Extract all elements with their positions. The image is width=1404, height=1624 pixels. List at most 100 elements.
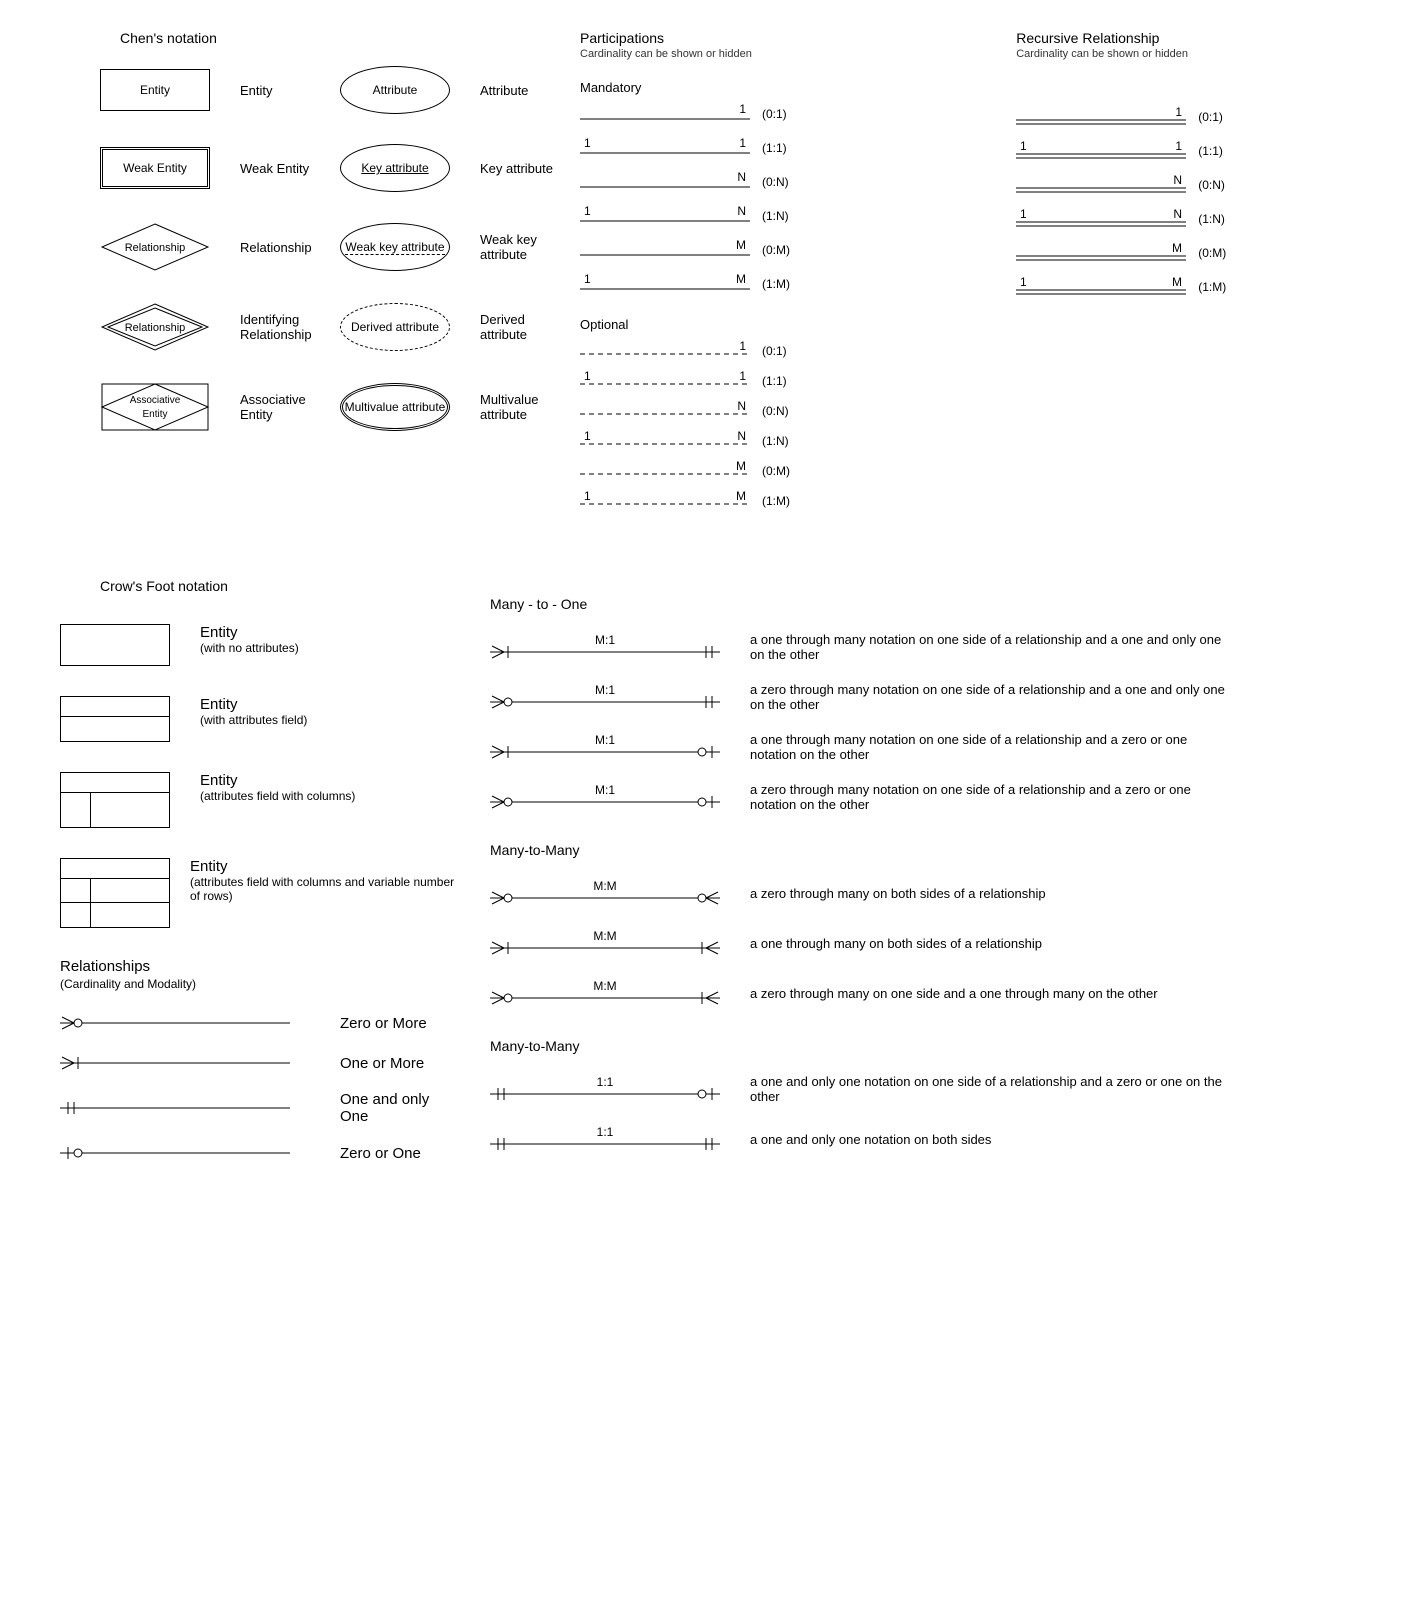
svg-text:1: 1 (1176, 105, 1183, 119)
mandatory-row: 1(0:1) (580, 101, 996, 127)
svg-text:Relationship: Relationship (125, 322, 186, 334)
recursive-row: N(0:N) (1016, 172, 1384, 198)
mandatory-row: 11(1:1) (580, 135, 996, 161)
entity-shape: Entity (100, 69, 210, 111)
crow-entity-attr (60, 696, 170, 742)
recursive-subtitle: Cardinality can be shown or hidden (1016, 48, 1384, 60)
recursive-row: 11(1:1) (1016, 138, 1384, 164)
mandatory-row: 1M(1:M) (580, 271, 996, 297)
svg-text:M:1: M:1 (595, 683, 615, 697)
svg-text:Entity: Entity (142, 409, 167, 420)
svg-text:M:1: M:1 (595, 633, 615, 647)
recursive-row: 1N(1:N) (1016, 206, 1384, 232)
cardinality-row: One or More (60, 1051, 460, 1075)
crow-entity-sublabel: (attributes field with columns) (200, 789, 355, 803)
crow-entity-sublabel: (with attributes field) (200, 713, 307, 727)
crow-entity-sublabel: (with no attributes) (200, 641, 299, 655)
crow-notation-row: 1:1a one and only one notation on both s… (490, 1124, 1360, 1154)
cardinality-row: Zero or More (60, 1011, 460, 1035)
chen-label: Associative Entity (230, 392, 320, 422)
crow-group-header: Many - to - One (490, 596, 1360, 612)
chen-label: Entity (230, 83, 320, 98)
crow-entity-cols (60, 772, 170, 828)
chen-label: Derived attribute (470, 312, 560, 342)
crow-entity-plain (60, 624, 170, 666)
svg-text:Associative: Associative (130, 395, 181, 406)
chen-label: Attribute (470, 83, 560, 98)
crow-notation-row: M:1a zero through many notation on one s… (490, 782, 1360, 812)
svg-text:1: 1 (584, 204, 591, 218)
svg-text:N: N (1174, 173, 1183, 187)
svg-text:N: N (737, 399, 746, 413)
crow-entity-label: Entity (200, 772, 355, 789)
svg-text:1: 1 (739, 369, 746, 383)
optional-row: 1(0:1) (580, 338, 996, 364)
chen-label: Key attribute (470, 161, 560, 176)
svg-text:M:1: M:1 (595, 783, 615, 797)
svg-text:1: 1 (739, 339, 746, 353)
svg-text:M: M (736, 459, 746, 473)
svg-text:M:M: M:M (593, 979, 616, 993)
svg-text:N: N (737, 204, 746, 218)
svg-text:1: 1 (584, 429, 591, 443)
svg-text:M:1: M:1 (595, 733, 615, 747)
crow-entity-label: Entity (190, 858, 460, 875)
relationship-shape: Relationship (100, 222, 210, 272)
recursive-row: 1(0:1) (1016, 104, 1384, 130)
mandatory-row: N(0:N) (580, 169, 996, 195)
svg-text:1:1: 1:1 (597, 1125, 614, 1139)
svg-text:M: M (1172, 275, 1182, 289)
crow-entity-sublabel: (attributes field with columns and varia… (190, 875, 460, 903)
weak-entity-shape: Weak Entity (100, 147, 210, 189)
attribute-shape: Derived attribute (340, 303, 450, 351)
svg-text:Relationship: Relationship (125, 242, 186, 254)
crow-entity-label: Entity (200, 624, 299, 641)
mandatory-row: 1N(1:N) (580, 203, 996, 229)
svg-text:1: 1 (739, 102, 746, 116)
crow-notation-row: M:Ma zero through many on one side and a… (490, 978, 1360, 1008)
mandatory-label: Mandatory (580, 80, 996, 95)
svg-text:M:M: M:M (593, 929, 616, 943)
identifying-relationship-shape: Relationship (100, 302, 210, 352)
optional-row: 1N(1:N) (580, 428, 996, 454)
crow-entity-label: Entity (200, 696, 307, 713)
crow-notation-row: M:Ma zero through many on both sides of … (490, 878, 1360, 908)
crow-title: Crow's Foot notation (100, 578, 460, 594)
participations-title: Participations (580, 30, 996, 46)
crow-group-header: Many-to-Many (490, 842, 1360, 858)
chen-label: Multivalue attribute (470, 392, 560, 422)
crow-notation-row: M:1a one through many notation on one si… (490, 732, 1360, 762)
relationships-sub: (Cardinality and Modality) (60, 977, 460, 991)
cardinality-row: Zero or One (60, 1141, 460, 1165)
svg-text:1: 1 (584, 489, 591, 503)
svg-text:1: 1 (1020, 139, 1027, 153)
mandatory-row: M(0:M) (580, 237, 996, 263)
svg-text:1: 1 (1020, 275, 1027, 289)
chen-label: Identifying Relationship (230, 312, 320, 342)
recursive-row: 1M(1:M) (1016, 274, 1384, 300)
svg-text:1: 1 (584, 369, 591, 383)
svg-text:1: 1 (739, 136, 746, 150)
crow-entity-rows (60, 858, 170, 928)
svg-text:M: M (1172, 241, 1182, 255)
chen-title: Chen's notation (120, 30, 560, 46)
attribute-shape: Multivalue attribute (340, 383, 450, 431)
svg-text:N: N (737, 170, 746, 184)
optional-row: 11(1:1) (580, 368, 996, 394)
svg-text:M: M (736, 238, 746, 252)
svg-text:1:1: 1:1 (597, 1075, 614, 1089)
optional-row: N(0:N) (580, 398, 996, 424)
chen-label: Weak key attribute (470, 232, 560, 262)
attribute-shape: Attribute (340, 66, 450, 114)
optional-label: Optional (580, 317, 996, 332)
svg-text:1: 1 (584, 272, 591, 286)
svg-text:1: 1 (1020, 207, 1027, 221)
relationships-title: Relationships (60, 958, 460, 975)
participations-subtitle: Cardinality can be shown or hidden (580, 48, 996, 60)
recursive-row: M(0:M) (1016, 240, 1384, 266)
optional-row: M(0:M) (580, 458, 996, 484)
crow-notation-row: 1:1a one and only one notation on one si… (490, 1074, 1360, 1104)
associative-entity-shape: Associative Entity (100, 382, 210, 432)
crow-notation-row: M:1a zero through many notation on one s… (490, 682, 1360, 712)
svg-text:1: 1 (1176, 139, 1183, 153)
